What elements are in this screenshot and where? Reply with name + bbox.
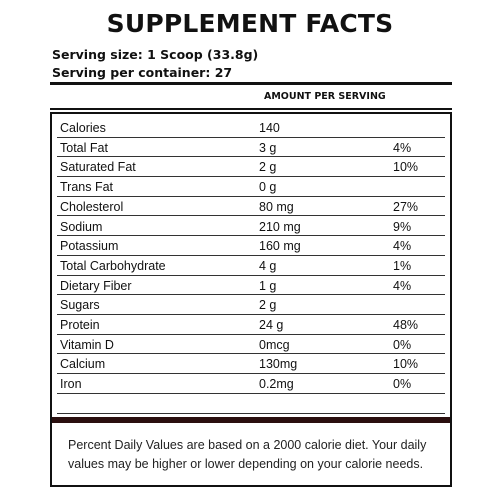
nutrient-row: Potassium 160 mg 4% bbox=[52, 236, 450, 256]
nutrient-name: Calories bbox=[60, 121, 106, 135]
nutrient-row: Sodium 210 mg 9% bbox=[52, 217, 450, 237]
top-divider bbox=[50, 82, 452, 85]
nutrient-row: Saturated Fat 2 g 10% bbox=[52, 157, 450, 178]
row-divider bbox=[57, 235, 445, 237]
nutrient-row: Sugars 2 g bbox=[52, 295, 450, 315]
nutrient-amount: 0mcg bbox=[259, 337, 290, 352]
nutrient-amount: 1 g bbox=[259, 278, 277, 293]
nutrient-name: Potassium bbox=[60, 239, 119, 254]
row-divider bbox=[57, 136, 445, 138]
nutrient-daily-value: 4% bbox=[393, 140, 412, 155]
nutrient-row: Calories 140 bbox=[52, 118, 450, 138]
row-divider bbox=[57, 392, 445, 394]
nutrient-daily-value: 4% bbox=[393, 278, 412, 293]
row-divider bbox=[57, 294, 445, 296]
nutrient-name: Cholesterol bbox=[60, 199, 124, 214]
nutrient-name: Calcium bbox=[60, 357, 106, 372]
nutrient-amount: 160 mg bbox=[259, 239, 301, 254]
nutrition-table-box: Calories 140 Total Fat 3 g 4% Saturated Fat 2 … bbox=[50, 112, 452, 487]
nutrient-daily-value: 27% bbox=[393, 199, 419, 214]
nutrient-daily-value: 1% bbox=[393, 258, 412, 273]
nutrient-row: Trans Fat 0 g bbox=[52, 177, 450, 197]
nutrient-amount: 4 g bbox=[259, 258, 277, 273]
nutrient-amount: 140 bbox=[259, 121, 280, 135]
nutrient-amount: 130mg bbox=[259, 357, 298, 372]
nutrient-amount: 24 g bbox=[259, 318, 284, 332]
nutrient-daily-value: 10% bbox=[393, 357, 419, 372]
nutrient-row: Total Fat 3 g 4% bbox=[52, 138, 450, 158]
nutrient-row: Calcium 130mg 10% bbox=[52, 354, 450, 375]
nutrient-row: Total Carbohydrate 4 g 1% bbox=[52, 256, 450, 276]
daily-value-footnote: Percent Daily Values are based on a 2000… bbox=[68, 438, 427, 471]
nutrient-daily-value: 48% bbox=[393, 318, 419, 332]
row-divider bbox=[57, 313, 445, 315]
nutrient-row: Iron 0.2mg 0% bbox=[52, 374, 450, 394]
serving-size: Serving size: 1 Scoop (33.8g) bbox=[52, 47, 259, 62]
nutrient-row: Vitamin D 0mcg 0% bbox=[52, 335, 450, 355]
nutrient-amount: 2 g bbox=[259, 160, 277, 175]
nutrient-amount: 210 mg bbox=[259, 219, 301, 234]
row-divider bbox=[57, 254, 445, 256]
row-divider bbox=[57, 274, 445, 276]
nutrient-name: Dietary Fiber bbox=[60, 278, 132, 293]
nutrient-name: Sugars bbox=[60, 298, 100, 313]
nutrient-row: Protein 24 g 48% bbox=[52, 315, 450, 335]
row-divider bbox=[57, 156, 445, 158]
label-title: SUPPLEMENT FACTS bbox=[106, 9, 394, 38]
servings-per-container: Serving per container: 27 bbox=[52, 65, 233, 80]
nutrient-name: Iron bbox=[60, 377, 82, 392]
row-divider bbox=[57, 195, 445, 197]
nutrient-daily-value: 0% bbox=[393, 377, 412, 392]
amount-per-serving-header: AMOUNT PER SERVING bbox=[264, 91, 386, 102]
empty-row bbox=[52, 394, 450, 414]
row-divider bbox=[57, 412, 445, 414]
nutrient-amount: 3 g bbox=[259, 140, 277, 155]
nutrient-daily-value: 4% bbox=[393, 239, 412, 254]
nutrient-amount: 0.2mg bbox=[259, 377, 294, 392]
nutrient-row: Cholesterol 80 mg 27% bbox=[52, 197, 450, 217]
nutrient-row: Dietary Fiber 1 g 4% bbox=[52, 276, 450, 296]
nutrient-name: Protein bbox=[60, 318, 100, 332]
nutrient-name: Sodium bbox=[60, 219, 103, 234]
nutrient-name: Total Carbohydrate bbox=[60, 258, 166, 273]
nutrient-daily-value: 9% bbox=[393, 219, 412, 234]
row-divider bbox=[57, 215, 445, 217]
row-divider bbox=[57, 176, 445, 178]
nutrient-name: Saturated Fat bbox=[60, 160, 136, 175]
nutrient-amount: 0 g bbox=[259, 180, 277, 195]
nutrient-name: Vitamin D bbox=[60, 337, 114, 352]
nutrient-amount: 80 mg bbox=[259, 199, 294, 214]
nutrient-name: Total Fat bbox=[60, 140, 108, 155]
nutrient-name: Trans Fat bbox=[60, 180, 114, 195]
row-divider bbox=[57, 373, 445, 375]
table-bottom-band bbox=[52, 417, 450, 423]
row-divider bbox=[57, 333, 445, 335]
row-divider bbox=[57, 353, 445, 355]
nutrient-daily-value: 10% bbox=[393, 160, 419, 175]
nutrient-daily-value: 0% bbox=[393, 337, 412, 352]
header-divider bbox=[50, 108, 452, 110]
nutrient-amount: 2 g bbox=[259, 298, 277, 313]
